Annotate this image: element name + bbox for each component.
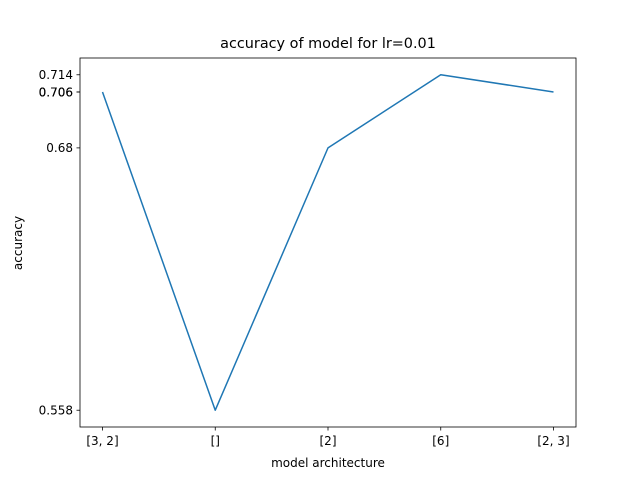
- y-tick-label: 0.558: [39, 404, 73, 418]
- x-axis-ticks: [3, 2] [] [2] [6] [2, 3]: [86, 427, 570, 448]
- x-tick-label: []: [211, 434, 220, 448]
- x-tick-label: [2, 3]: [537, 434, 569, 448]
- plot-area: [80, 58, 576, 427]
- plot-frame: [79, 57, 577, 428]
- y-tick-label: 0.706: [39, 85, 73, 99]
- chart-title: accuracy of model for lr=0.01: [220, 36, 436, 52]
- y-axis-label: accuracy: [11, 216, 25, 270]
- x-tick-label: [3, 2]: [86, 434, 118, 448]
- x-axis-label: model architecture: [271, 456, 385, 470]
- y-tick-label: 0.68: [46, 141, 73, 155]
- y-tick-label: 0.706: [39, 85, 73, 99]
- x-tick-label: [2]: [320, 434, 337, 448]
- series-line: [101, 74, 554, 411]
- x-tick-label: [6]: [432, 434, 449, 448]
- y-tick-label: 0.714: [39, 68, 73, 82]
